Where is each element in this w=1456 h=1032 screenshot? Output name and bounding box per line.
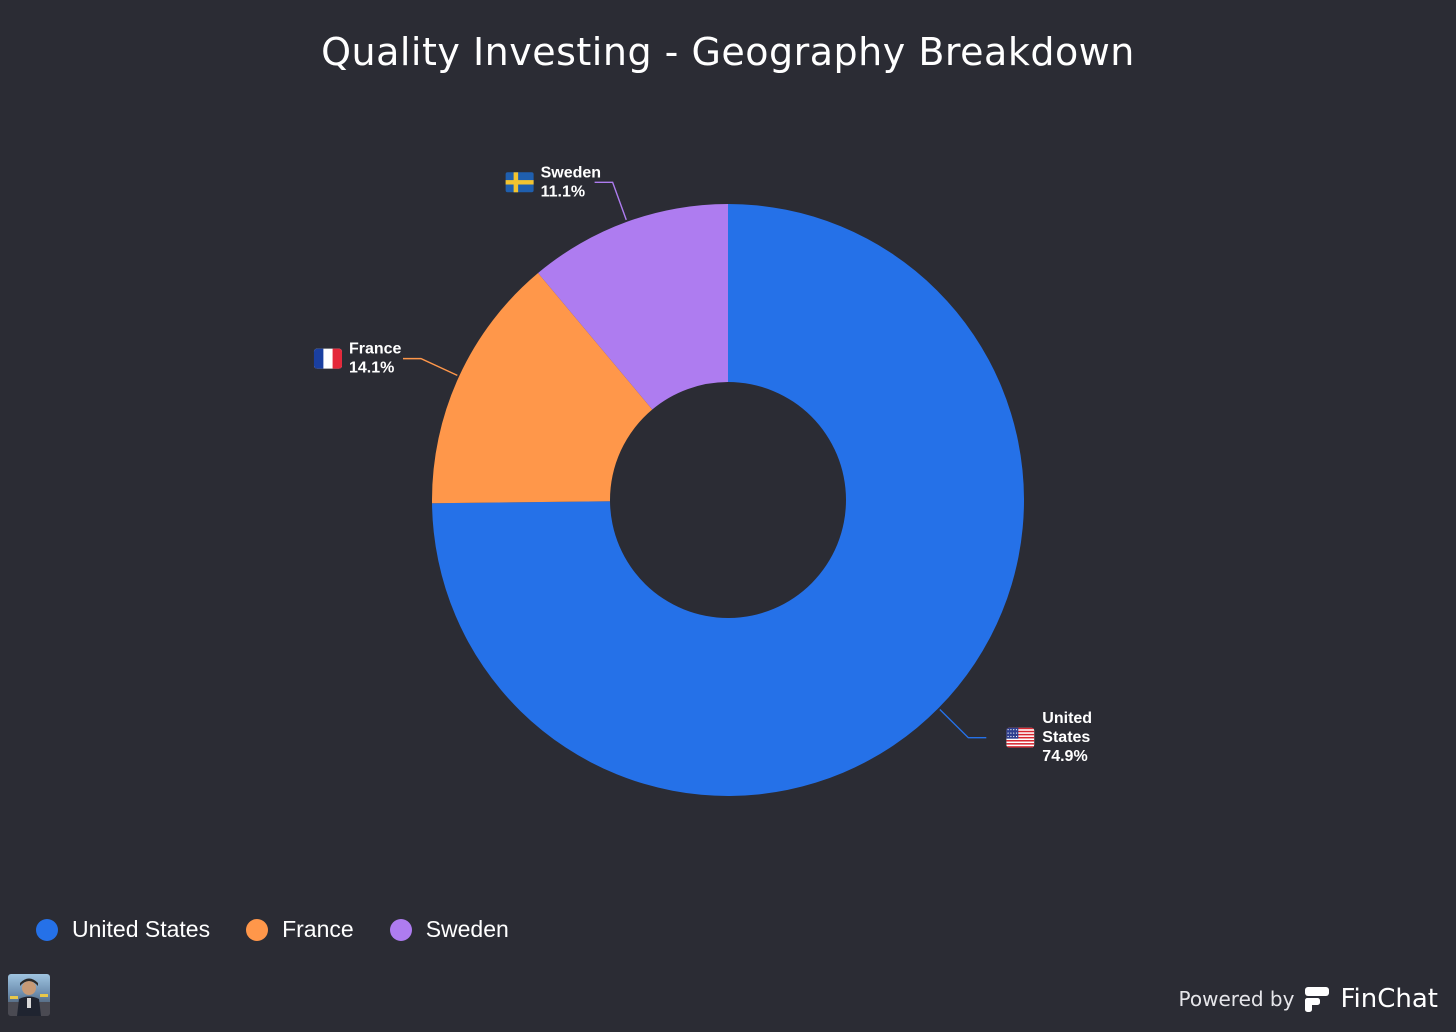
legend-label: United States <box>72 916 211 942</box>
chart-title: Quality Investing - Geography Breakdown <box>321 30 1135 74</box>
slice-category-label: Sweden <box>541 164 601 181</box>
slice-category-label: States <box>1042 729 1090 746</box>
slice-category-label: France <box>349 341 402 358</box>
us-flag-icon <box>1006 727 1035 748</box>
sweden-flag-icon <box>505 172 534 193</box>
slice-sweden <box>538 204 728 410</box>
slice-value-label: 14.1% <box>349 360 394 377</box>
slice-value-label: 11.1% <box>541 183 585 200</box>
legend-label: Sweden <box>425 916 509 942</box>
legend-swatch <box>36 918 58 941</box>
brand-name: FinChat <box>1340 984 1438 1014</box>
leader-line-france <box>402 357 458 376</box>
france-flag-icon <box>313 348 342 369</box>
powered-by-brand: Powered by FinChat <box>1179 984 1438 1014</box>
slice-united-states <box>432 204 1025 796</box>
author-avatar <box>8 974 50 1016</box>
leader-line-sweden <box>594 181 627 221</box>
legend-item[interactable]: France <box>246 916 354 943</box>
slice-category-label: United <box>1042 710 1092 727</box>
powered-by-text: Powered by <box>1178 987 1295 1011</box>
slice-france <box>432 272 653 504</box>
finchat-logo-icon <box>1305 987 1330 1012</box>
chart-legend: United States France Sweden <box>36 916 509 943</box>
legend-item[interactable]: Sweden <box>389 916 509 943</box>
legend-label: France <box>282 916 354 942</box>
legend-swatch <box>389 918 412 941</box>
legend-item[interactable]: United States <box>36 916 210 943</box>
leader-line-united-states <box>939 709 987 739</box>
legend-swatch <box>246 918 269 941</box>
slice-value-label: 74.9% <box>1042 748 1087 765</box>
